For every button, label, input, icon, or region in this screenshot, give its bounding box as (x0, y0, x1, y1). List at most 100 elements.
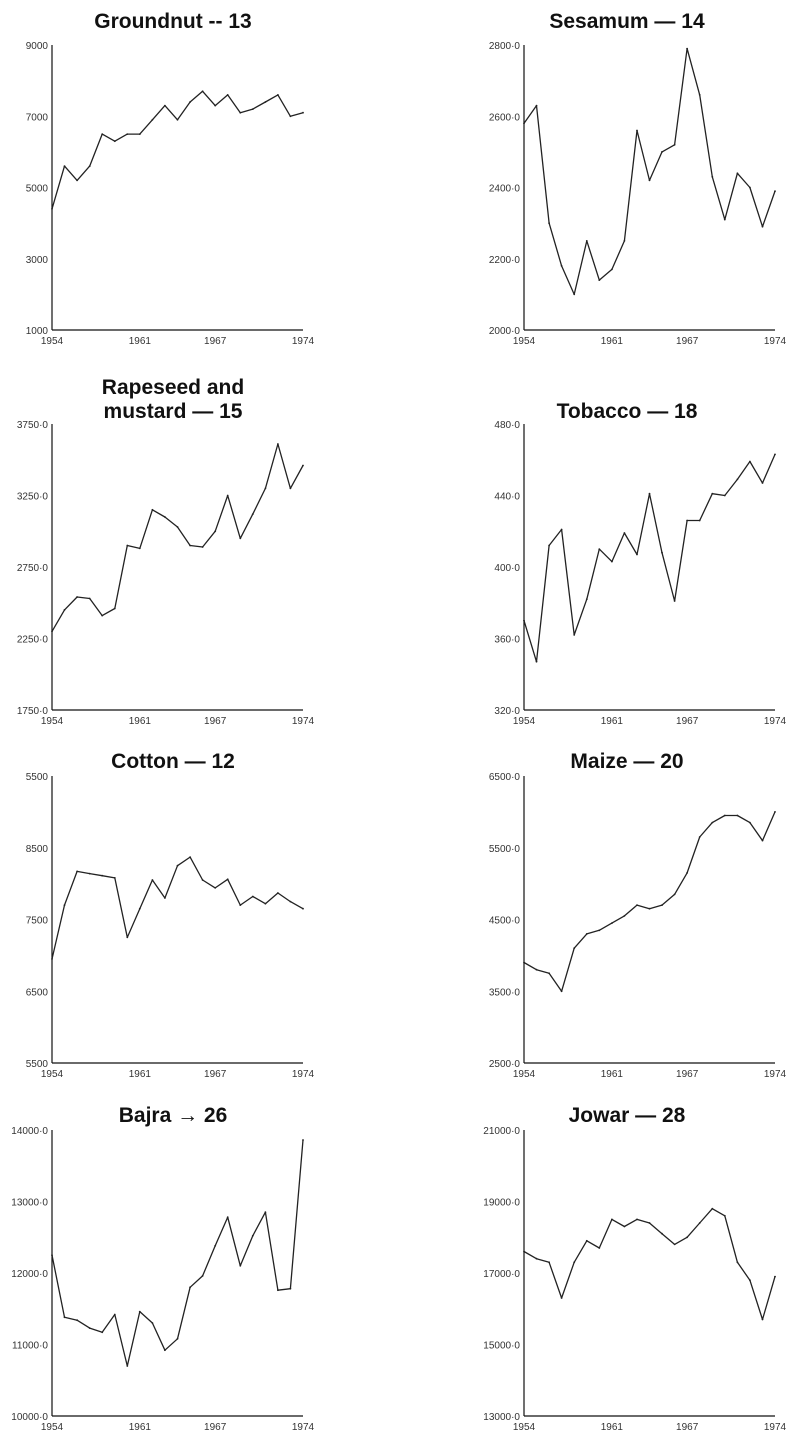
y-tick-label: 3250·0 (17, 492, 49, 503)
x-tick-label: 1954 (41, 1422, 64, 1430)
x-tick-label: 1974 (292, 336, 315, 347)
data-point (76, 596, 78, 598)
data-point (698, 94, 701, 96)
data-point (76, 870, 78, 873)
data-point (661, 551, 663, 554)
data-point (239, 1264, 242, 1267)
data-point (251, 513, 254, 515)
data-point (63, 165, 66, 168)
data-point (648, 907, 651, 910)
data-point (673, 893, 676, 896)
y-tick-label: 9000 (26, 41, 49, 52)
data-point (264, 101, 267, 103)
data-point (126, 133, 129, 136)
data-point (151, 1322, 154, 1324)
data-point (226, 94, 229, 96)
data-point (289, 487, 292, 490)
data-point (226, 494, 229, 497)
data-point (76, 1319, 78, 1322)
x-tick-label: 1974 (764, 1069, 787, 1080)
data-point (611, 922, 613, 924)
x-tick-label: 1954 (41, 716, 64, 727)
data-point (523, 122, 525, 125)
data-point (138, 547, 141, 550)
data-point (523, 961, 525, 964)
data-point (302, 111, 304, 114)
data-point (535, 660, 538, 663)
x-tick-label: 1961 (129, 1069, 152, 1080)
data-point (251, 1234, 254, 1237)
x-tick-label: 1974 (292, 716, 315, 727)
chart-title: Rapeseed and (102, 376, 244, 399)
data-point (88, 1327, 91, 1329)
series-line (523, 47, 776, 296)
x-tick-label: 1974 (292, 1069, 315, 1080)
y-tick-label: 360·0 (494, 635, 520, 646)
data-point (214, 104, 217, 107)
x-tick-label: 1967 (204, 1422, 227, 1430)
y-tick-label: 14000·0 (11, 1126, 48, 1137)
data-point (548, 222, 550, 225)
x-tick-label: 1967 (204, 1069, 227, 1080)
x-tick-label: 1967 (676, 336, 699, 347)
chart-title: Bajra → 26 (119, 1104, 228, 1127)
data-point (277, 94, 279, 96)
data-point (560, 528, 563, 531)
x-tick-label: 1967 (676, 716, 699, 727)
y-tick-label: 2500·0 (489, 1059, 521, 1070)
data-point (761, 1318, 764, 1321)
chart-title: Cotton — 12 (111, 750, 235, 773)
data-point (585, 933, 588, 935)
data-point (560, 1297, 563, 1299)
data-point (623, 240, 626, 242)
data-point (661, 1232, 663, 1235)
data-point (51, 630, 53, 633)
x-tick-label: 1954 (41, 336, 64, 347)
x-tick-label: 1967 (204, 716, 227, 727)
data-point (723, 1214, 726, 1217)
data-point (113, 140, 116, 143)
chart-panel: Maize — 20 6500·0 5500·0 4500·0 3500·0 2500·0… (489, 750, 787, 1080)
data-point (63, 1316, 66, 1319)
data-point (648, 492, 651, 495)
series-line (523, 454, 776, 663)
data-point (761, 482, 764, 484)
data-point (711, 492, 714, 495)
data-point (749, 821, 751, 824)
chart-title: Maize — 20 (570, 750, 683, 773)
data-point (711, 1207, 714, 1210)
x-tick-label: 1974 (764, 336, 787, 347)
series-line (51, 90, 304, 210)
data-point (88, 597, 91, 600)
data-point (598, 548, 601, 550)
data-point (176, 118, 179, 121)
y-tick-label: 2750·0 (17, 563, 49, 574)
data-point (201, 1275, 204, 1277)
data-point (623, 915, 626, 917)
series-line (523, 811, 776, 992)
data-point (277, 443, 279, 445)
y-tick-label: 11000·0 (12, 1341, 48, 1352)
data-point (573, 634, 576, 636)
data-point (176, 864, 179, 867)
y-tick-label: 5500·0 (489, 844, 521, 855)
x-tick-label: 1961 (601, 1069, 624, 1080)
data-point (264, 902, 267, 905)
series-line (51, 1139, 304, 1367)
data-point (736, 814, 739, 817)
data-point (774, 811, 776, 813)
x-tick-label: 1974 (292, 1422, 315, 1430)
data-point (686, 519, 688, 522)
data-point (648, 1222, 651, 1224)
data-point (535, 104, 538, 107)
data-point (548, 1261, 550, 1264)
data-point (736, 478, 739, 481)
chart-panel: Sesamum — 14 2800·0 2600·0 2400·0 2200·0 2000… (489, 10, 787, 347)
y-tick-label: 15000·0 (483, 1341, 520, 1352)
y-tick-label: 480·0 (494, 420, 520, 431)
data-point (736, 172, 739, 175)
data-point (289, 1287, 292, 1290)
data-point (548, 544, 550, 547)
data-point (749, 1279, 751, 1282)
